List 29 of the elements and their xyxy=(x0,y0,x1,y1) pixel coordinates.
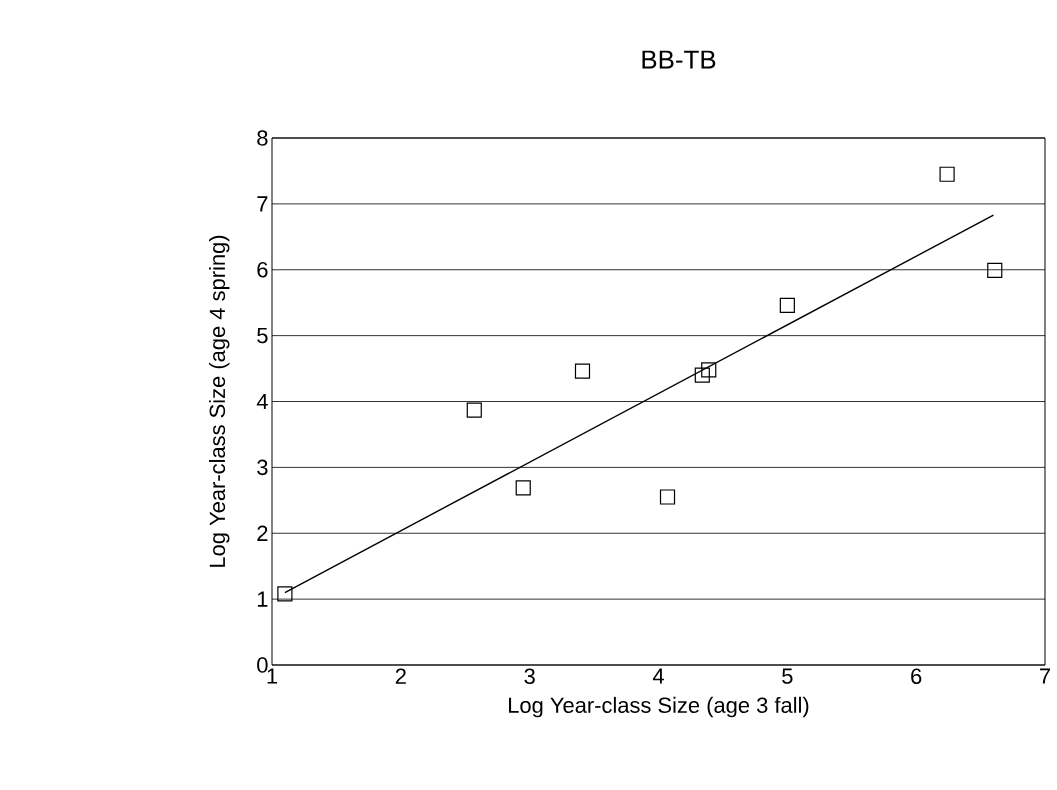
point xyxy=(574,363,591,379)
point xyxy=(701,362,717,378)
point xyxy=(987,262,1003,279)
y-tick-label: 5 xyxy=(257,327,268,344)
point xyxy=(466,402,482,418)
x-tick-label: 7 xyxy=(1040,668,1050,684)
y-tick-label: 2 xyxy=(257,525,268,541)
x-tick-label: 6 xyxy=(911,668,922,685)
point xyxy=(659,489,676,505)
y-tick-label: 0 xyxy=(257,657,268,673)
x-tick-label: 2 xyxy=(395,668,406,684)
point xyxy=(277,586,293,602)
point xyxy=(694,367,710,383)
chart-title: BB-TB xyxy=(642,50,716,69)
x-tick-label: 4 xyxy=(652,668,664,684)
y-axis-title: Log Year-class Size (age 4 spring) xyxy=(209,235,230,567)
x-tick-label: 1 xyxy=(267,668,278,684)
point xyxy=(939,166,955,182)
y-tick-label: 7 xyxy=(257,196,268,212)
y-tick-label: 4 xyxy=(256,393,268,410)
x-tick-label: 5 xyxy=(782,668,793,684)
y-tick-label: 8 xyxy=(257,130,268,146)
y-tick-label: 3 xyxy=(257,459,268,476)
x-axis-title: Log Year-class Size (age 3 fall) xyxy=(509,696,809,718)
y-tick-label: 1 xyxy=(257,591,268,607)
x-tick-label: 3 xyxy=(524,668,535,685)
point xyxy=(515,480,531,496)
point xyxy=(779,297,795,313)
y-tick-label: 6 xyxy=(257,261,268,278)
